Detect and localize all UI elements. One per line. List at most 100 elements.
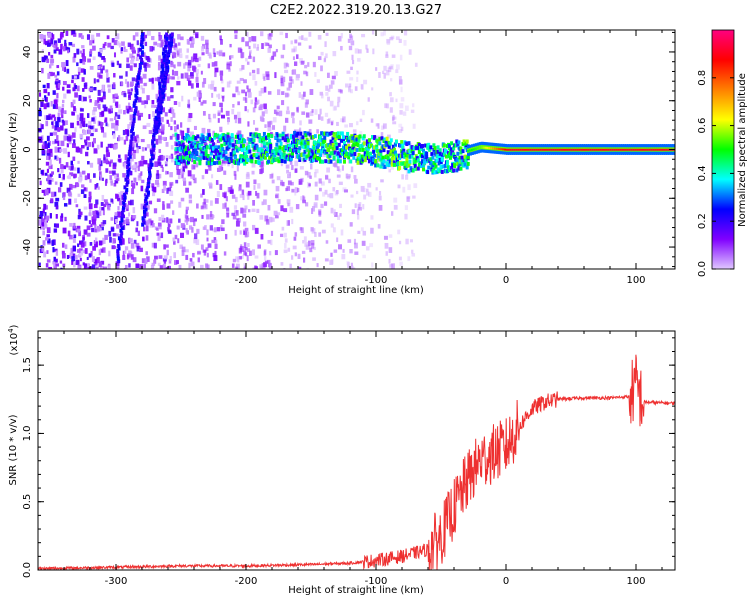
spectrogram-cell: [257, 149, 260, 156]
spectrogram-streak: [130, 134, 134, 139]
spectrogram-cell: [398, 240, 402, 245]
spectrogram-streak: [142, 220, 146, 225]
spectrogram-ridge-cell: [241, 148, 245, 153]
spectrogram-cell: [205, 47, 209, 54]
spectrogram-band-core: [562, 148, 566, 151]
spectrogram-cell: [283, 232, 287, 238]
spectrogram-cell: [254, 149, 258, 153]
spectrogram-cell: [296, 129, 301, 133]
spectrogram-ridge-cell: [301, 137, 305, 142]
spectrogram-band-core: [654, 148, 658, 151]
spectrogram-cell: [92, 127, 95, 132]
spectrogram-cell: [181, 162, 185, 169]
spectrogram-cell: [346, 261, 350, 266]
spectrogram-cell: [187, 74, 191, 80]
spectrogram-cell: [203, 78, 207, 84]
spectrogram-cell: [127, 42, 131, 48]
spectrogram-cell: [79, 123, 83, 129]
spectrogram-cell: [243, 267, 247, 269]
spectrogram-ridge-cell: [298, 146, 302, 151]
spectrogram-cell: [86, 34, 91, 40]
spectrogram-cell: [286, 169, 290, 174]
spectrogram-cell: [106, 77, 110, 83]
spectrogram-cell: [153, 41, 158, 46]
spectrogram-cell: [104, 180, 108, 186]
spectrogram-cell: [271, 179, 275, 184]
spectrogram-ridge-cell: [374, 160, 378, 165]
spectrogram-cell: [398, 123, 403, 128]
spectrogram-streak: [120, 231, 124, 236]
spectrogram-ridge-cell: [311, 135, 315, 140]
spectrogram-cell: [158, 35, 163, 41]
spectrogram-cell: [202, 189, 205, 195]
spectrogram-streak: [147, 167, 151, 172]
spectrogram-cell: [130, 88, 133, 92]
spectrogram-cell: [220, 79, 224, 84]
spectrogram-band-core: [480, 146, 484, 149]
spectrogram-cell: [161, 188, 165, 194]
spectrogram-ridge-cell: [459, 150, 463, 155]
spectrogram-cell: [67, 136, 72, 142]
spectrogram-ridge-cell: [448, 143, 452, 148]
spectrogram-ridge-cell: [247, 144, 251, 149]
spectrogram-cell: [155, 173, 160, 180]
spectrogram-band-core: [506, 148, 509, 151]
spectrogram-cell: [99, 265, 104, 269]
spectrogram-ridge-cell: [178, 156, 182, 161]
spectrogram-cell: [144, 105, 147, 109]
spectrogram-cell: [80, 148, 83, 154]
spectrogram-ridge-cell: [438, 148, 442, 153]
spectrogram-cell: [377, 123, 380, 129]
spectrogram-streak: [158, 85, 162, 90]
spectrogram-cell: [227, 187, 231, 193]
spectrogram-cell: [206, 128, 211, 135]
spectrogram-streak: [129, 139, 133, 144]
spectrogram-ridge-cell: [388, 141, 392, 146]
spectrogram-band-core: [545, 148, 548, 151]
spectrogram-cell: [48, 165, 52, 170]
spectrogram-ridge-cell: [353, 152, 357, 157]
spectrogram-cell: [399, 110, 403, 115]
spectrogram-band-core: [611, 148, 615, 151]
spectrogram-cell: [82, 61, 86, 65]
spectrogram-ridge-cell: [420, 159, 424, 164]
spectrogram-cell: [378, 223, 381, 229]
spectrogram-cell: [304, 170, 309, 176]
spectrogram-cell: [263, 189, 268, 196]
spectrogram-cell: [284, 243, 287, 249]
spectrogram-cell: [350, 40, 355, 46]
spectrogram-cell: [89, 266, 93, 269]
spectrogram-cell: [254, 266, 258, 269]
spectrogram-cell: [84, 215, 88, 221]
spectrogram-streak: [144, 207, 148, 212]
spectrogram-cell: [155, 179, 159, 185]
spectrogram-cell: [283, 62, 287, 69]
spectrogram-cell: [164, 161, 168, 165]
spectrogram-cell: [165, 158, 169, 162]
spectrogram-cell: [349, 89, 353, 94]
spectrogram-ridge-cell: [316, 148, 320, 153]
spectrogram-cell: [158, 224, 162, 230]
spectrogram-ridge-cell: [350, 138, 354, 143]
spectrogram-cell: [200, 35, 205, 41]
spectrogram-cell: [332, 163, 337, 167]
spectrogram-cell: [181, 135, 184, 140]
spectrogram-band-core: [572, 148, 576, 151]
spectrogram-cell: [348, 45, 353, 51]
spectrogram-cell: [128, 92, 131, 98]
spectrogram-cell: [201, 81, 205, 88]
spectrogram-cell: [117, 198, 121, 202]
spectrogram-ridge-cell: [361, 147, 365, 152]
spectrogram-cell: [79, 240, 82, 245]
spectrogram-ridge-cell: [442, 143, 446, 148]
spectrogram-cell: [54, 181, 58, 185]
spectrogram-cell: [272, 51, 277, 57]
spectrogram-cell: [246, 61, 250, 65]
spectrogram-cell: [210, 84, 214, 90]
spectrogram-cell: [44, 205, 48, 210]
spectrogram-band-core: [525, 148, 529, 151]
spectrogram-cell: [71, 75, 74, 80]
spectrogram-ridge-cell: [217, 156, 221, 161]
spectrogram-cell: [337, 88, 342, 93]
spectrogram-streak: [161, 62, 165, 67]
